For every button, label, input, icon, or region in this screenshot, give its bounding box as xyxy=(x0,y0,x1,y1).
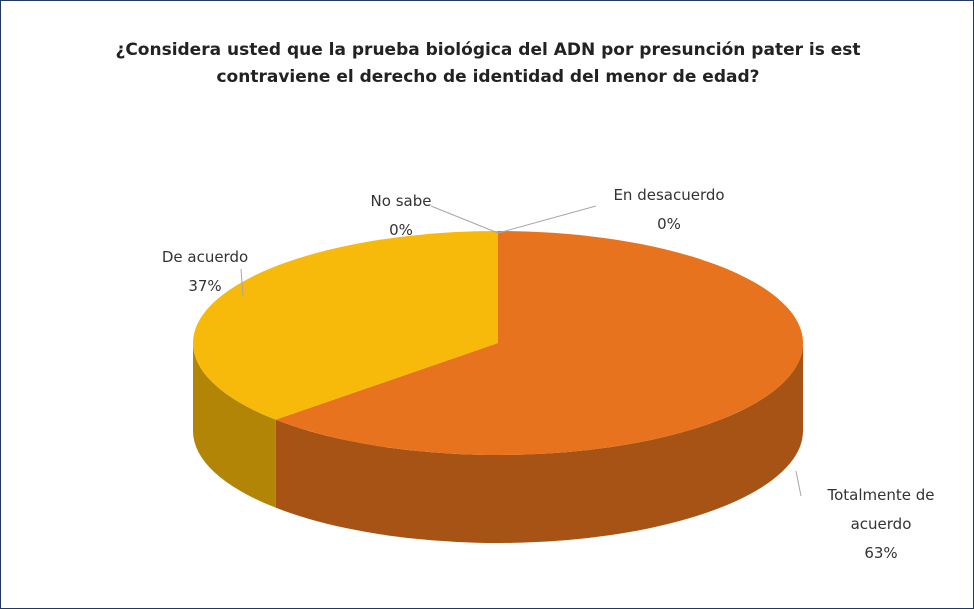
leader-line xyxy=(795,470,802,497)
data-label-value: 0% xyxy=(389,221,413,239)
pie-slice xyxy=(275,231,804,455)
leader-line xyxy=(497,205,597,234)
data-label-name: Totalmente de acuerdo xyxy=(827,486,935,533)
pie-side xyxy=(193,343,276,508)
data-label-value: 37% xyxy=(188,277,222,295)
data-label-name: No sabe xyxy=(370,192,432,210)
data-label-name: En desacuerdo xyxy=(613,186,725,204)
leader-line xyxy=(430,205,499,234)
chart-title: ¿Considera usted que la prueba biológica… xyxy=(115,40,861,87)
data-label-value: 0% xyxy=(657,215,681,233)
pie-side xyxy=(275,343,804,544)
data-label-name: De acuerdo xyxy=(161,248,249,266)
pie-slice xyxy=(193,231,499,420)
leader-line xyxy=(240,268,244,297)
data-label-value: 63% xyxy=(864,544,898,562)
